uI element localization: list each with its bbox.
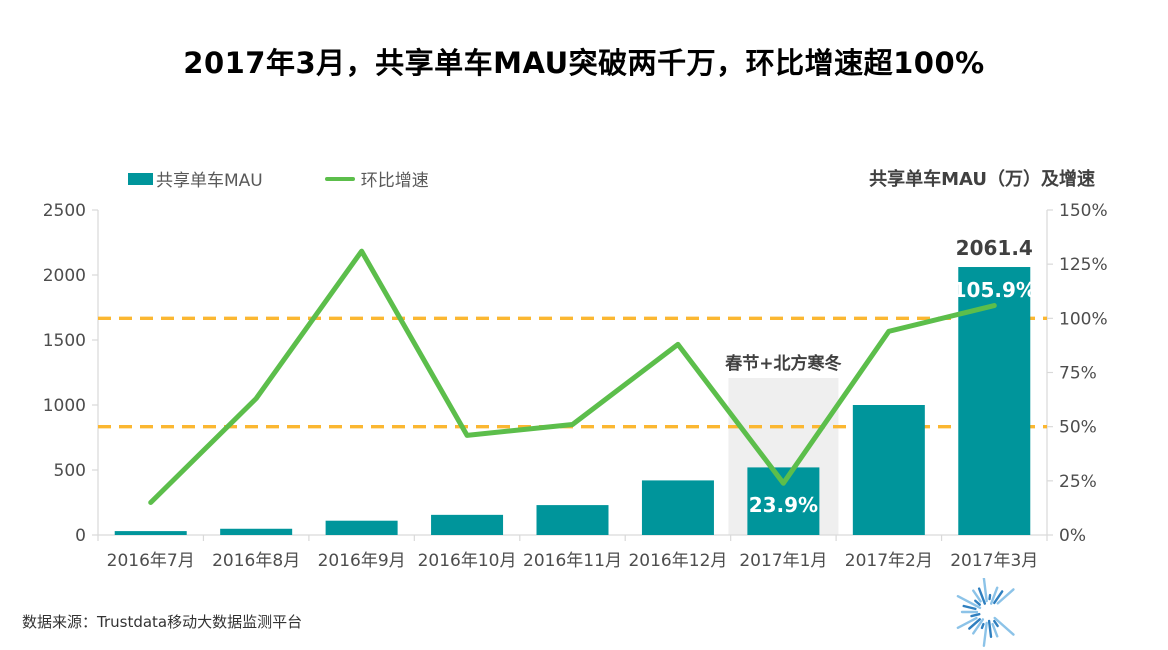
right-axis-tick-label: 25% bbox=[1059, 472, 1097, 492]
x-axis-category-label: 2016年12月 bbox=[628, 551, 727, 571]
bar-series-swatch bbox=[128, 172, 153, 185]
right-axis-tick-label: 0% bbox=[1059, 526, 1086, 546]
sunburst-ray bbox=[980, 622, 985, 630]
mau-bar bbox=[641, 480, 714, 535]
chart-title: 2017年3月，共享单车MAU突破两千万，环比增速超100% bbox=[183, 46, 985, 80]
mau-bar bbox=[220, 528, 293, 535]
legend: 共享单车MAU 环比增速 bbox=[128, 166, 429, 191]
right-axis-tick-label: 150% bbox=[1059, 201, 1108, 221]
line-series-label: 环比增速 bbox=[360, 171, 429, 191]
sunburst-ray bbox=[962, 604, 977, 611]
mau-bar bbox=[536, 505, 609, 535]
sunburst-ray bbox=[968, 618, 981, 630]
logo-canvas bbox=[956, 577, 1015, 647]
peak-growth-label: 105.9% bbox=[953, 278, 1036, 302]
sunburst-ray bbox=[982, 577, 988, 603]
sunburst-ray bbox=[956, 616, 978, 630]
annotation-label: 春节+北方寒冬 bbox=[725, 353, 841, 374]
mau-bar bbox=[114, 531, 187, 535]
mau-bar bbox=[431, 514, 504, 535]
source-note: 数据来源：Trustdata移动大数据监测平台 bbox=[22, 613, 303, 631]
right-axis-tick-label: 75% bbox=[1059, 364, 1097, 384]
right-axis-title: 共享单车MAU（万）及增速 bbox=[869, 169, 1095, 190]
x-axis-category-label: 2016年10月 bbox=[418, 551, 517, 571]
x-axis-category-label: 2016年9月 bbox=[318, 551, 406, 571]
sunburst-ray bbox=[972, 589, 982, 603]
sunburst-ray bbox=[993, 590, 1004, 605]
left-axis-tick-label: 1000 bbox=[43, 396, 86, 416]
x-axis-category-label: 2016年8月 bbox=[212, 551, 300, 571]
mau-bar bbox=[747, 467, 820, 535]
left-axis-tick-label: 2000 bbox=[43, 266, 86, 286]
sunburst-ray bbox=[956, 594, 982, 610]
right-axis-tick-label: 50% bbox=[1059, 418, 1097, 438]
x-axis-category-label: 2016年11月 bbox=[523, 551, 622, 571]
sunburst-ray bbox=[989, 586, 999, 605]
left-axis-tick-label: 500 bbox=[54, 461, 86, 481]
peak-value-label: 2061.4 bbox=[956, 236, 1033, 260]
sunburst-ray bbox=[974, 599, 981, 606]
x-axis-category-label: 2017年1月 bbox=[739, 551, 827, 571]
trustdata-logo bbox=[948, 577, 1163, 648]
mau-bar bbox=[852, 405, 925, 535]
line-series-swatch bbox=[324, 176, 355, 181]
mau-bar bbox=[325, 520, 398, 535]
sunburst-icon bbox=[956, 577, 1015, 647]
left-axis-tick-label: 0 bbox=[75, 526, 86, 546]
sunburst-ray bbox=[982, 621, 988, 647]
sunburst-ray bbox=[996, 588, 1015, 605]
left-axis-tick-label: 1500 bbox=[43, 331, 86, 351]
right-axis-tick-label: 100% bbox=[1059, 309, 1108, 329]
x-axis-category-label: 2016年7月 bbox=[107, 551, 195, 571]
left-axis-tick-label: 2500 bbox=[43, 201, 86, 221]
sunburst-ray bbox=[970, 612, 981, 618]
sunburst-ray bbox=[972, 618, 985, 635]
sunburst-ray bbox=[993, 616, 1015, 636]
bar-series-label: 共享单车MAU bbox=[156, 171, 263, 191]
sunburst-ray bbox=[993, 619, 999, 628]
sunburst-ray bbox=[987, 619, 993, 639]
sunburst-ray bbox=[977, 587, 987, 605]
growth-line bbox=[148, 248, 997, 505]
x-axis-category-label: 2017年3月 bbox=[950, 551, 1038, 571]
x-axis-category-label: 2017年2月 bbox=[845, 551, 933, 571]
right-axis-tick-label: 125% bbox=[1059, 255, 1108, 275]
sunburst-ray bbox=[991, 622, 999, 638]
dip-growth-label: 23.9% bbox=[749, 493, 818, 517]
